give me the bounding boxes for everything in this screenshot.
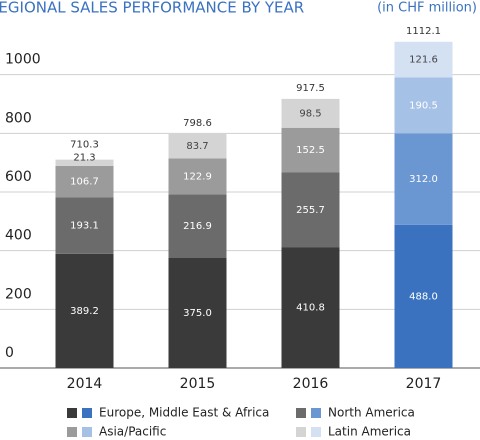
bar-segment bbox=[55, 197, 114, 254]
value-label: 121.6 bbox=[409, 55, 438, 66]
legend-label: North America bbox=[328, 406, 415, 420]
chart-title: REGIONAL SALES PERFORMANCE BY YEAR bbox=[0, 0, 304, 17]
bar-segment bbox=[394, 224, 453, 368]
y-tick-label: 200 bbox=[5, 286, 32, 302]
bar-segment bbox=[394, 77, 453, 134]
bar-segment bbox=[394, 133, 453, 225]
chart-subtitle: (in CHF million) bbox=[377, 1, 477, 16]
value-label: 21.3 bbox=[73, 153, 95, 164]
bar-segment bbox=[55, 253, 114, 368]
total-label: 917.5 bbox=[296, 83, 325, 94]
total-label: 798.6 bbox=[183, 118, 212, 129]
y-tick-label: 1000 bbox=[5, 52, 41, 68]
value-label: 389.2 bbox=[70, 306, 99, 317]
total-label: 1112.1 bbox=[406, 26, 441, 37]
y-tick-label: 800 bbox=[5, 110, 32, 126]
legend-swatch bbox=[311, 408, 321, 418]
value-label: 152.5 bbox=[296, 145, 325, 156]
legend-swatch bbox=[67, 427, 77, 437]
value-label: 190.5 bbox=[409, 100, 438, 111]
value-label: 193.1 bbox=[70, 221, 99, 232]
value-label: 488.0 bbox=[409, 291, 438, 302]
y-tick-label: 400 bbox=[5, 228, 32, 244]
legend-swatch bbox=[82, 427, 92, 437]
value-label: 106.7 bbox=[70, 177, 99, 188]
legend-swatch bbox=[82, 408, 92, 418]
bar-segment bbox=[281, 172, 340, 248]
bar-segment bbox=[281, 247, 340, 368]
value-label: 410.8 bbox=[296, 303, 325, 314]
bar-segment bbox=[168, 258, 227, 368]
y-tick-label: 600 bbox=[5, 169, 32, 185]
bar-segment bbox=[281, 98, 340, 128]
legend-swatch bbox=[67, 408, 77, 418]
legend-swatch bbox=[311, 427, 321, 437]
x-tick-label: 2016 bbox=[293, 376, 329, 392]
x-tick-label: 2014 bbox=[67, 376, 103, 392]
legend-label: Asia/Pacific bbox=[99, 425, 166, 439]
legend-label: Europe, Middle East & Africa bbox=[99, 406, 269, 420]
bar-segment bbox=[394, 41, 453, 78]
bar-segment bbox=[55, 165, 114, 198]
bar-segment bbox=[168, 194, 227, 258]
value-label: 375.0 bbox=[183, 308, 212, 319]
bar-segment bbox=[281, 127, 340, 173]
value-label: 122.9 bbox=[183, 171, 212, 182]
value-label: 216.9 bbox=[183, 221, 212, 232]
legend-swatch bbox=[296, 408, 306, 418]
legend-swatch bbox=[296, 427, 306, 437]
value-label: 98.5 bbox=[299, 108, 321, 119]
value-label: 83.7 bbox=[186, 141, 208, 152]
total-label: 710.3 bbox=[70, 140, 99, 151]
legend-label: Latin America bbox=[328, 425, 411, 439]
bar-segment bbox=[168, 158, 227, 195]
x-tick-label: 2017 bbox=[406, 376, 442, 392]
bar-segment bbox=[55, 159, 114, 166]
x-tick-label: 2015 bbox=[180, 376, 216, 392]
bar-segment bbox=[168, 133, 227, 159]
value-label: 312.0 bbox=[409, 174, 438, 185]
y-tick-label: 0 bbox=[5, 345, 14, 361]
value-label: 255.7 bbox=[296, 205, 325, 216]
